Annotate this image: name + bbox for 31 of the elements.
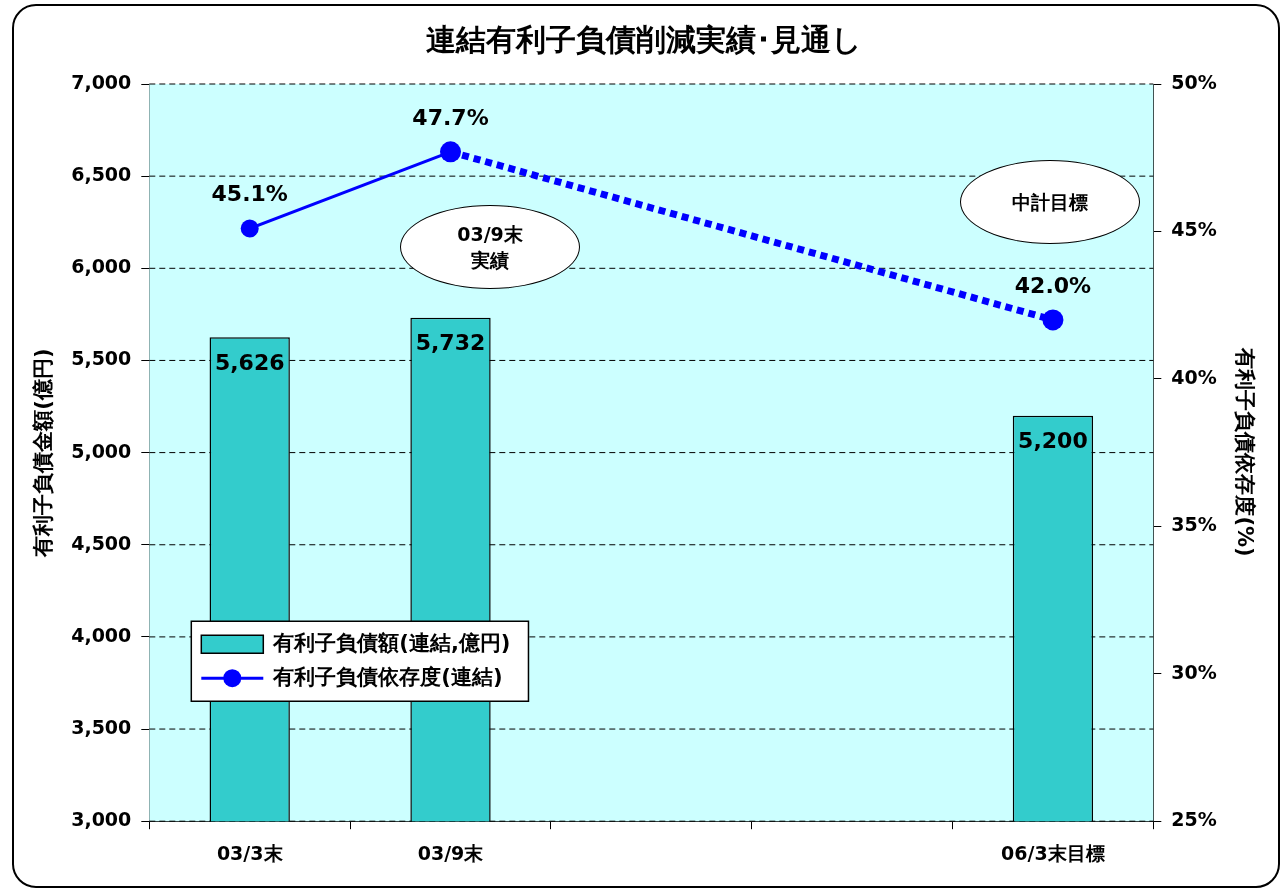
y2-tick-label: 25% — [1171, 808, 1217, 831]
annotation: 03/9末実績 — [456, 222, 524, 273]
y-tick-label: 3,000 — [71, 808, 132, 831]
y-tick-label: 4,500 — [71, 531, 132, 554]
y2-tick-label: 50% — [1171, 70, 1217, 93]
y-tick-label: 5,500 — [71, 347, 132, 370]
y-axis-title: 有利子負債金額(億円) — [31, 348, 56, 558]
y-tick-label: 6,500 — [71, 163, 132, 186]
y2-axis-title: 有利子負債依存度(%) — [1232, 347, 1257, 557]
data-label: 5,626 — [214, 349, 285, 375]
y2-tick-label: 40% — [1171, 365, 1217, 388]
y-tick-label: 4,000 — [71, 623, 132, 646]
chart-title: 連結有利子負債削減実績･見通し — [426, 21, 862, 57]
y-tick-label: 3,500 — [71, 715, 132, 738]
data-label: 5,200 — [1018, 428, 1088, 454]
y-tick-label: 5,000 — [71, 439, 132, 462]
x-tick-label: 03/3末 — [216, 841, 284, 864]
legend-label: 有利子負債依存度(連結) — [272, 664, 503, 689]
y2-tick-label: 35% — [1171, 513, 1217, 536]
legend-label: 有利子負債額(連結,億円) — [272, 630, 511, 655]
annotation: 中計目標 — [1012, 190, 1088, 215]
x-tick-label: 03/9末 — [417, 841, 485, 864]
data-label: 47.7% — [412, 104, 489, 130]
data-label: 42.0% — [1014, 272, 1092, 298]
y2-tick-label: 45% — [1171, 218, 1217, 241]
data-label: 5,732 — [415, 330, 486, 356]
y2-tick-label: 30% — [1171, 660, 1217, 683]
x-tick-label: 06/3末目標 — [1001, 841, 1105, 864]
data-label: 45.1% — [211, 181, 288, 207]
y-tick-label: 6,000 — [71, 255, 132, 278]
y-tick-label: 7,000 — [71, 70, 132, 93]
